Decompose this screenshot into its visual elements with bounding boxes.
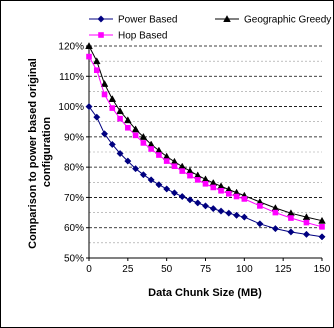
data-point-hop-based <box>319 224 325 230</box>
data-point-hop-based <box>202 181 209 187</box>
data-point-geographic-greedy <box>124 116 132 124</box>
y-tick-label: 120% <box>58 42 84 53</box>
x-tick-label: 0 <box>86 264 92 275</box>
data-point-hop-based <box>226 190 232 197</box>
y-axis-title-line-1: Comparison to power based original <box>27 58 39 249</box>
data-point-hop-based <box>125 124 131 131</box>
legend-label: Power Based <box>118 15 177 26</box>
data-point-power-based <box>318 233 326 241</box>
data-point-power-based <box>124 157 132 165</box>
legend-label: Hop Based <box>118 31 167 42</box>
data-point-hop-based <box>288 215 294 221</box>
y-tick-label: 60% <box>64 223 84 234</box>
data-point-hop-based <box>93 67 100 74</box>
data-point-hop-based <box>218 187 224 194</box>
data-point-power-based <box>194 199 202 207</box>
y-tick-label: 110% <box>59 72 84 83</box>
x-tick-label: 150 <box>314 264 331 275</box>
x-axis-title: Data Chunk Size (MB) <box>148 287 262 299</box>
y-tick-label: 90% <box>64 132 84 143</box>
data-point-hop-based <box>194 177 201 183</box>
legend-item-power-based: Power Based <box>89 15 177 26</box>
data-point-power-based <box>178 192 186 201</box>
data-point-geographic-greedy <box>318 216 326 224</box>
data-point-geographic-greedy <box>108 95 117 102</box>
data-point-power-based <box>155 181 163 189</box>
data-point-power-based <box>139 171 147 179</box>
data-point-power-based <box>147 176 155 184</box>
data-point-geographic-greedy <box>92 57 101 65</box>
data-point-hop-based <box>117 115 123 122</box>
data-point-geographic-greedy <box>116 107 124 115</box>
data-point-power-based <box>302 230 311 238</box>
data-point-hop-based <box>148 146 154 152</box>
data-point-power-based <box>170 189 178 197</box>
data-point-power-based <box>256 220 264 228</box>
legend: Power Based Geographic Greedy Hop Based <box>89 15 331 42</box>
data-point-power-based <box>100 130 109 138</box>
data-point-power-based <box>163 185 171 193</box>
data-point-hop-based <box>187 172 193 179</box>
data-point-hop-based <box>86 53 92 60</box>
legend-swatch-marker <box>97 15 105 23</box>
data-point-geographic-greedy <box>85 42 93 49</box>
data-point-power-based <box>271 225 279 233</box>
y-tick-label: 80% <box>64 163 84 174</box>
x-tick-label: 25 <box>122 264 134 275</box>
data-point-power-based <box>233 211 241 219</box>
legend-swatch-marker <box>98 32 104 38</box>
data-point-hop-based <box>109 105 116 111</box>
x-tick-label: 125 <box>275 264 292 275</box>
data-point-power-based <box>217 207 225 215</box>
series-layer <box>85 42 326 241</box>
data-point-hop-based <box>233 193 240 200</box>
data-point-hop-based <box>303 219 310 226</box>
data-point-hop-based <box>171 163 178 170</box>
x-tick-label: 50 <box>161 264 173 275</box>
legend-swatch-marker <box>223 15 231 22</box>
data-point-hop-based <box>179 168 185 174</box>
data-point-power-based <box>240 213 248 221</box>
y-axis-title-line-2: configuration <box>41 117 53 188</box>
data-point-power-based <box>132 165 140 173</box>
data-point-power-based <box>93 113 101 121</box>
y-tick-label: 50% <box>64 254 84 265</box>
data-point-geographic-greedy <box>100 79 109 87</box>
data-point-geographic-greedy <box>131 125 140 133</box>
data-point-power-based <box>209 205 217 213</box>
data-point-hop-based <box>163 158 170 164</box>
legend-item-hop-based: Hop Based <box>89 31 167 42</box>
y-tick-labels: 50% 60% 70% 80% 90% 100% 110% 120% <box>58 42 89 265</box>
data-point-power-based <box>108 140 116 148</box>
legend-label: Geographic Greedy <box>244 15 331 26</box>
legend-item-geographic-greedy: Geographic Greedy <box>215 15 331 26</box>
data-point-hop-based <box>210 184 217 191</box>
series-hop-based <box>86 53 325 230</box>
x-tick-label: 75 <box>200 264 212 275</box>
data-point-hop-based <box>140 140 147 146</box>
series-power-based <box>85 103 326 241</box>
data-point-hop-based <box>156 152 162 158</box>
x-tick-label: 100 <box>236 264 253 275</box>
data-point-hop-based <box>272 209 279 216</box>
data-point-hop-based <box>257 203 263 209</box>
data-point-hop-based <box>101 91 108 98</box>
data-point-power-based <box>116 149 124 158</box>
x-tick-labels: 0 25 50 75 100 125 150 <box>86 258 331 275</box>
y-axis-title: Comparison to power based original confi… <box>27 55 53 249</box>
data-point-hop-based <box>241 196 248 202</box>
data-point-power-based <box>85 103 93 111</box>
data-point-hop-based <box>132 132 139 139</box>
series-geographic-greedy <box>85 42 326 224</box>
y-tick-label: 100% <box>58 102 84 113</box>
data-point-power-based <box>287 228 295 236</box>
data-point-power-based <box>201 202 210 210</box>
y-tick-label: 70% <box>64 193 84 204</box>
data-point-power-based <box>186 196 194 204</box>
data-point-geographic-greedy <box>139 132 148 140</box>
data-point-power-based <box>225 209 233 217</box>
